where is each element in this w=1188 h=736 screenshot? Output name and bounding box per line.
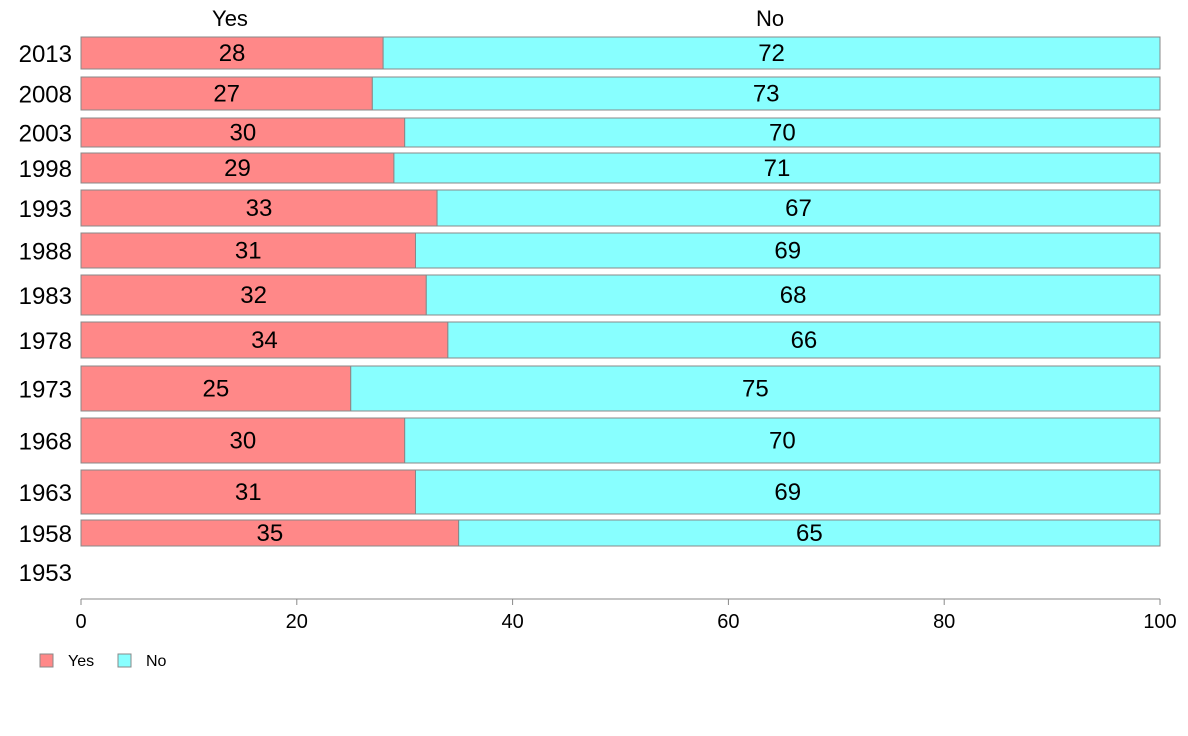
bar-yes-1958	[80, 519, 460, 547]
legend-label-no: No	[146, 653, 167, 670]
year-label-2003: 2003	[19, 121, 72, 148]
bar-yes-1968	[80, 417, 406, 464]
year-label-1953: 1953	[19, 560, 72, 587]
x-tick-label-0: 0	[75, 611, 86, 633]
year-label-1963: 1963	[19, 480, 72, 507]
year-labels: 2013 2008 2003 1998 1993 1988 1983 1978 1973 1968…	[19, 41, 72, 587]
x-tick-label-100: 100	[1143, 611, 1176, 633]
data-label-yes-1988: 31	[235, 238, 262, 265]
data-label-no-1998: 71	[764, 155, 791, 182]
data-label-no-2003: 70	[769, 120, 796, 147]
year-label-2013: 2013	[19, 41, 72, 68]
year-label-1968: 1968	[19, 429, 72, 456]
bar-yes-1998	[80, 152, 395, 184]
data-label-yes-1973: 25	[203, 376, 230, 403]
data-label-yes-1998: 29	[224, 155, 251, 182]
x-tick-label-20: 20	[286, 611, 308, 633]
year-label-2008: 2008	[19, 82, 72, 109]
bar-no-1978	[447, 321, 1161, 359]
data-label-yes-1968: 30	[229, 428, 256, 455]
data-label-no-1988: 69	[774, 238, 801, 265]
bar-no-1963	[414, 469, 1161, 515]
bar-no-1968	[404, 417, 1161, 464]
data-label-yes-1993: 33	[246, 195, 273, 222]
x-tick-label-40: 40	[501, 611, 523, 633]
data-label-yes-1958: 35	[256, 520, 283, 547]
data-label-yes-2008: 27	[213, 81, 240, 108]
year-label-1983: 1983	[19, 283, 72, 310]
data-label-no-2008: 73	[753, 81, 780, 108]
legend: Yes No	[39, 653, 167, 670]
bars: 28 72 27 73 30 70 29 71 33 67 31 69 32 68 34 66 25 75 30 70…	[80, 36, 1161, 547]
legend-label-yes: Yes	[68, 653, 94, 670]
data-label-no-1968: 70	[769, 428, 796, 455]
bar-no-2003	[404, 117, 1161, 148]
bar-yes-2003	[80, 117, 406, 148]
bar-yes-2008	[80, 76, 373, 111]
year-label-1958: 1958	[19, 521, 72, 548]
legend-swatch-yes	[39, 653, 54, 668]
data-label-yes-1963: 31	[235, 479, 262, 506]
column-header-no: No	[756, 6, 784, 31]
bar-yes-1963	[80, 469, 416, 515]
year-label-1973: 1973	[19, 377, 72, 404]
year-label-1988: 1988	[19, 239, 72, 266]
bar-yes-1993	[80, 189, 438, 227]
bar-yes-2013	[80, 36, 384, 70]
column-headers: Yes No	[212, 6, 784, 31]
year-label-1993: 1993	[19, 196, 72, 223]
data-label-yes-2003: 30	[229, 120, 256, 147]
bar-no-1983	[425, 274, 1161, 316]
bar-no-1973	[350, 365, 1161, 412]
column-header-yes: Yes	[212, 6, 248, 31]
data-label-no-1983: 68	[780, 282, 807, 309]
bar-yes-1983	[80, 274, 427, 316]
data-label-yes-1978: 34	[251, 327, 278, 354]
data-label-no-1958: 65	[796, 520, 823, 547]
data-label-no-1993: 67	[785, 195, 812, 222]
data-label-no-1978: 66	[791, 327, 818, 354]
bar-no-1958	[458, 519, 1161, 547]
data-label-yes-1983: 32	[240, 282, 267, 309]
bar-no-1998	[393, 152, 1161, 184]
year-label-1978: 1978	[19, 328, 72, 355]
legend-swatch-no	[117, 653, 132, 668]
x-axis: 0 20 40 60 80 100	[75, 598, 1177, 633]
year-label-1998: 1998	[19, 156, 72, 183]
x-tick-label-60: 60	[717, 611, 739, 633]
data-label-yes-2013: 28	[219, 40, 246, 67]
bar-no-1988	[414, 232, 1161, 269]
data-label-no-1973: 75	[742, 376, 769, 403]
x-tick-label-80: 80	[933, 611, 955, 633]
bar-yes-1973	[80, 365, 352, 412]
bar-no-2013	[382, 36, 1161, 70]
data-label-no-1963: 69	[774, 479, 801, 506]
bar-no-2008	[371, 76, 1161, 111]
bar-no-1993	[436, 189, 1161, 227]
data-label-no-2013: 72	[758, 40, 785, 67]
